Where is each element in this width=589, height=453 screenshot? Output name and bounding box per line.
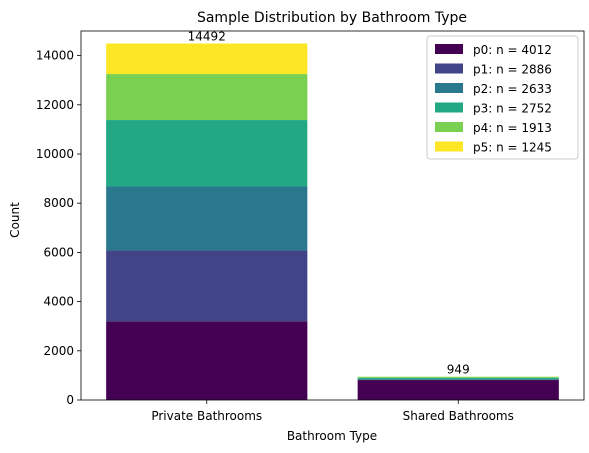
y-axis-label: Count (8, 202, 22, 238)
legend-swatch-1 (435, 63, 463, 74)
y-tick-label-0: 0 (66, 393, 74, 407)
bar-segment-1-2 (357, 379, 559, 380)
legend: p0: n = 4012 p1: n = 2886 p2: n = 2633 p3: … (426, 35, 579, 160)
bar-segment-1-3 (357, 377, 559, 380)
y-tick-label-5: 10000 (36, 147, 74, 161)
legend-label-0: p0: n = 4012 (473, 43, 552, 57)
legend-swatch-0 (435, 44, 463, 54)
legend-swatch-5 (435, 141, 463, 152)
bar-segment-0-2 (106, 186, 308, 251)
total-label-0: 14492 (188, 29, 226, 43)
bar-segment-0-5 (106, 43, 308, 75)
legend-label-1: p1: n = 2886 (473, 63, 552, 77)
legend-swatch-3 (435, 102, 463, 113)
y-tick-label-2: 4000 (43, 295, 74, 309)
bar-segment-1-4 (357, 376, 559, 378)
legend-label-3: p3: n = 2752 (473, 102, 552, 116)
chart-title: Sample Distribution by Bathroom Type (197, 10, 467, 26)
y-tick-label-7: 14000 (36, 49, 74, 63)
legend-label-2: p2: n = 2633 (473, 82, 552, 96)
data-labels: 14492 949 (188, 29, 470, 376)
plot-frame (80, 30, 585, 401)
legend-label-5: p5: n = 1245 (473, 141, 552, 155)
legend-label-4: p4: n = 1913 (473, 121, 552, 135)
x-tick-label-1: Shared Bathrooms (403, 409, 514, 423)
y-tick-label-1: 2000 (43, 344, 74, 358)
legend-swatch-2 (435, 83, 463, 93)
bar-segment-0-1 (106, 250, 308, 322)
x-axis: Private Bathrooms Shared Bathrooms (151, 400, 514, 423)
y-tick-label-3: 6000 (43, 245, 74, 259)
legend-frame (426, 35, 579, 160)
bars-layer (106, 43, 559, 400)
bar-segment-1-0 (357, 380, 559, 400)
x-tick-label-0: Private Bathrooms (151, 409, 262, 423)
x-axis-label: Bathroom Type (287, 429, 377, 443)
y-tick-label-4: 8000 (43, 196, 74, 210)
total-label-1: 949 (447, 363, 470, 377)
bar-segment-0-0 (106, 321, 308, 400)
bar-segment-0-4 (106, 74, 308, 121)
y-axis: 0 2000 4000 6000 8000 10000 12000 14000 (36, 49, 81, 407)
bar-segment-0-3 (106, 120, 308, 187)
y-tick-label-6: 12000 (36, 98, 74, 112)
legend-swatch-4 (435, 122, 463, 132)
